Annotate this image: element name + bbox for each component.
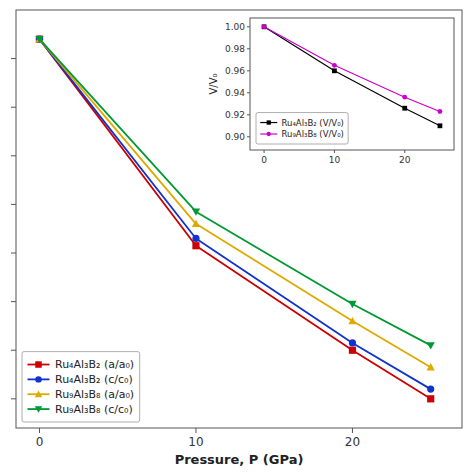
data-point (402, 95, 407, 100)
y-tick-label: 0.98 (225, 44, 245, 54)
x-tick (195, 428, 196, 433)
x-tick (39, 428, 40, 433)
legend-label: Ru₉Al₃B₈ (V/V₀) (282, 129, 344, 139)
data-point (262, 24, 267, 29)
y-tick-label: 1.00 (225, 22, 245, 32)
data-point (332, 68, 337, 73)
legend-frame (256, 113, 348, 144)
y-tick-label: 0.96 (225, 66, 245, 76)
data-point (438, 123, 443, 128)
legend-marker (35, 361, 41, 367)
legend-label: Ru₄Al₃B₂ (a/a₀) (55, 358, 134, 371)
main-chart: 01020Pressure, P (GPa)Ru₄Al₃B₂ (a/a₀)Ru₄… (11, 10, 462, 467)
series-line (264, 27, 440, 126)
background (0, 0, 474, 474)
y-tick (11, 398, 16, 399)
y-tick (11, 107, 16, 108)
data-point (192, 220, 200, 227)
x-tick-label: 20 (345, 435, 360, 449)
y-tick (11, 301, 16, 302)
data-point (262, 24, 267, 29)
data-point (438, 109, 443, 114)
data-point (349, 347, 356, 354)
legend: Ru₄Al₃B₂ (a/a₀) Ru₄Al₃B₂ (c/c₀) Ru₉Al₃B₈ (… (22, 352, 140, 422)
legend-label: Ru₄Al₃B₂ (c/c₀) (55, 373, 133, 386)
x-tick-label: 20 (399, 155, 411, 165)
x-tick-label: 0 (36, 435, 44, 449)
x-axis-label: Pressure, P (GPa) (175, 452, 304, 467)
data-point (332, 63, 337, 68)
x-tick (352, 428, 353, 433)
series-line (264, 27, 440, 112)
ticks: 0 10 20 0.90 0.92 0.94 0.96 0.98 1.00 (225, 22, 411, 165)
plot-background (250, 18, 454, 150)
legend: Ru₄Al₃B₂ (V/V₀)Ru₉Al₃B₈ (V/V₀) (256, 113, 348, 144)
y-tick (11, 155, 16, 156)
legend-marker (35, 376, 41, 382)
y-tick-label: 0.92 (225, 110, 245, 120)
y-tick-label: 0.94 (225, 88, 245, 98)
legend-label: Ru₉Al₃B₈ (c/c₀) (55, 403, 133, 416)
y-tick (11, 350, 16, 351)
inset-chart: 0 10 20 0.90 0.92 0.94 0.96 0.98 1.00 V/V₀ Ru₄Al₃B… (208, 18, 454, 165)
data-point (192, 242, 199, 249)
data-point (427, 342, 435, 349)
data-point (427, 386, 434, 393)
data-point (427, 395, 434, 402)
chart-canvas: 01020Pressure, P (GPa)Ru₄Al₃B₂ (a/a₀)Ru₄… (0, 0, 474, 474)
data-point (192, 208, 200, 215)
data-point (192, 235, 199, 242)
legend-marker (35, 390, 42, 397)
y-axis-label: V/V₀ (208, 73, 219, 94)
legend-frame (22, 352, 140, 422)
data-point (349, 339, 356, 346)
y-tick (11, 204, 16, 205)
y-tick (11, 253, 16, 254)
plot-frame (250, 18, 454, 150)
x-tick-label: 10 (188, 435, 203, 449)
x-tick-label: 0 (261, 155, 267, 165)
data-point (348, 317, 356, 324)
legend-marker (267, 132, 271, 136)
plot-frame (16, 10, 462, 428)
y-tick-label: 0.90 (225, 132, 245, 142)
data-point (402, 106, 407, 111)
ticks: 0 10 20 (11, 59, 360, 449)
data-point (427, 363, 435, 370)
data-point (35, 36, 43, 43)
plot-background (16, 10, 462, 428)
data-point (348, 301, 356, 308)
legend-marker (35, 406, 42, 413)
legend-marker (267, 120, 271, 124)
y-tick (11, 58, 16, 59)
x-tick-label: 10 (329, 155, 341, 165)
legend-label: Ru₉Al₃B₈ (a/a₀) (55, 388, 134, 401)
legend-label: Ru₄Al₃B₂ (V/V₀) (282, 118, 344, 128)
